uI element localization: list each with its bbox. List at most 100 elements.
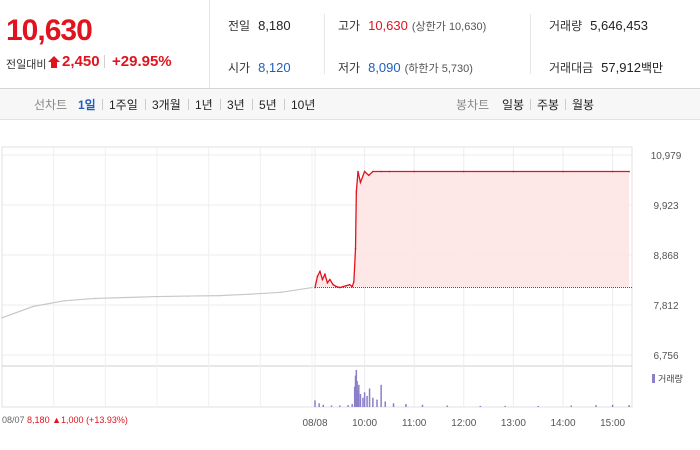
x-tick-label: 14:00: [550, 418, 575, 429]
today-session-point: [357, 170, 359, 173]
x-tick-label: 11:00: [402, 418, 427, 429]
volume-bar: [330, 405, 333, 407]
volume-bar: [355, 370, 358, 407]
today-session-point: [611, 170, 614, 173]
today-session-point: [329, 278, 331, 281]
today-session-point: [332, 283, 334, 286]
prev-day-info: 08/07 8,180 ▲1,000 (+13.93%): [2, 415, 128, 425]
line-chart-heading: 선차트: [34, 98, 68, 112]
chart-line-layer: [1, 170, 632, 319]
tab-3-years[interactable]: 3년: [227, 98, 245, 112]
x-tick-label: 10:00: [352, 418, 377, 429]
lower-limit: (하한가 5,730): [404, 63, 473, 75]
candle-chart-heading: 봉차트: [456, 98, 490, 112]
volume-bar: [357, 390, 359, 407]
quote-summary: 10,630 전일대비 2,450 +29.95% 전일 8,180 시가 8,12…: [0, 0, 700, 89]
volume-bar: [384, 401, 387, 407]
tab-1-day[interactable]: 1일: [78, 98, 96, 112]
volume-bar: [446, 405, 449, 407]
volume-bar: [347, 405, 349, 407]
today-session-point: [355, 191, 358, 193]
stat-value: 10,630: [368, 18, 408, 33]
stat-prev-close: 전일 8,180: [228, 17, 291, 34]
plot-frame: [1, 146, 633, 408]
today-session-point: [628, 170, 630, 173]
stat-value: 8,180: [258, 18, 291, 33]
tab-daily-candle[interactable]: 일봉: [502, 98, 525, 112]
today-session-point: [512, 170, 515, 173]
volume-bar: [392, 403, 395, 407]
volume-bar: [611, 404, 614, 407]
stat-label: 거래량: [549, 19, 583, 33]
tab-monthly-candle[interactable]: 월봉: [572, 98, 595, 112]
prev-session-point: [125, 296, 127, 299]
change-percent: +29.95%: [112, 53, 172, 70]
today-session-point: [562, 170, 564, 173]
today-session-point: [367, 174, 370, 177]
volume-bar: [380, 384, 382, 407]
x-tick-label: 12:00: [451, 418, 476, 429]
prev-day-up-icon: ▲: [52, 415, 62, 425]
today-session-point: [372, 170, 374, 173]
divider: [530, 14, 531, 74]
x-tick-label: 08/08: [302, 418, 327, 429]
current-price: 10,630: [6, 14, 93, 47]
today-session-line: [314, 170, 630, 289]
stat-open: 시가 8,120: [228, 59, 291, 76]
today-session-point: [342, 285, 344, 288]
stat-value: 8,120: [258, 60, 291, 75]
x-tick-label: 13:00: [501, 418, 526, 429]
tab-1-week[interactable]: 1주일: [109, 98, 138, 112]
today-session-point: [335, 285, 338, 288]
prev-session-point: [280, 291, 282, 294]
stat-label: 고가: [338, 19, 361, 33]
divider: [324, 14, 325, 74]
prev-day-price: 8,180: [27, 415, 50, 425]
tab-divider: [220, 99, 221, 110]
volume-bar: [318, 403, 320, 407]
tab-5-years[interactable]: 5년: [259, 98, 277, 112]
tab-10-years[interactable]: 10년: [291, 98, 316, 112]
today-session-point: [353, 281, 355, 283]
prev-session-point: [218, 294, 220, 297]
volume-bar: [504, 405, 506, 407]
volume-bar: [421, 404, 424, 407]
volume-bar: [628, 405, 630, 407]
volume-bar: [366, 395, 368, 407]
tab-3-months[interactable]: 3개월: [152, 98, 181, 112]
volume-bar: [353, 386, 356, 407]
volume-legend-label: 거래량: [658, 374, 683, 384]
volume-bar: [314, 400, 316, 407]
y-tick-label: 6,756: [653, 351, 678, 362]
volume-bar: [356, 381, 358, 407]
y-tick-label: 8,868: [653, 251, 678, 262]
change-value: 2,450: [62, 53, 100, 70]
prev-day-percent: (+13.93%): [86, 415, 128, 425]
today-session-point: [316, 275, 319, 277]
prev-session-point: [249, 293, 251, 295]
today-area-fill: [315, 171, 630, 288]
tab-divider: [252, 99, 253, 110]
tab-divider: [188, 99, 189, 110]
prev-session-point: [94, 297, 96, 300]
prev-day-change: 1,000: [61, 415, 84, 425]
today-session-point: [345, 284, 348, 287]
y-tick-label: 7,812: [653, 301, 678, 312]
volume-bar: [363, 392, 366, 407]
y-tick-label: 9,923: [653, 201, 678, 212]
price-box: 10,630 전일대비 2,450 +29.95%: [0, 0, 210, 88]
tab-1-year[interactable]: 1년: [195, 98, 213, 112]
volume-bar: [358, 384, 360, 407]
tab-divider: [102, 99, 103, 110]
today-session-point: [413, 170, 416, 173]
tab-divider: [145, 99, 146, 110]
tab-weekly-candle[interactable]: 주봉: [537, 98, 560, 112]
x-tick-label: 15:00: [600, 418, 625, 429]
upper-limit: (상한가 10,630): [411, 21, 487, 33]
stat-label: 전일: [228, 19, 251, 33]
stat-volume: 거래량 5,646,453: [549, 17, 648, 34]
today-session-point: [463, 170, 465, 173]
stat-unit: 백만: [640, 61, 664, 75]
volume-bar: [368, 388, 371, 407]
prev-session-point: [32, 305, 34, 308]
